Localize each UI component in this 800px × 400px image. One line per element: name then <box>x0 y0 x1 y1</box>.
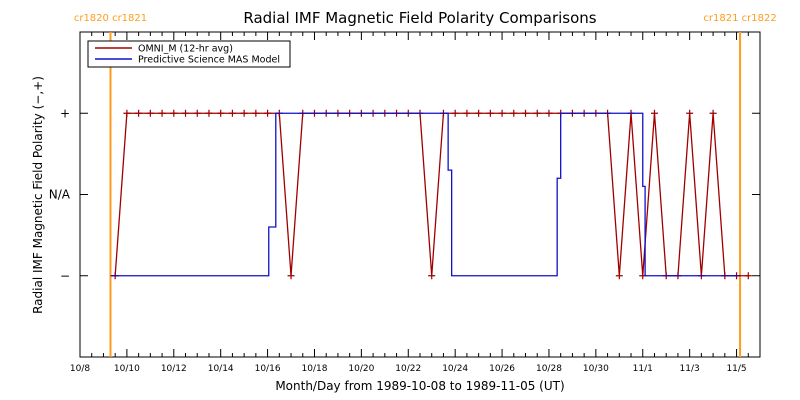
carrington-markers: cr1820 cr1821 cr1821 cr1822 <box>74 13 777 357</box>
omni-data-point <box>744 272 752 280</box>
omni-data-point <box>463 109 471 117</box>
omni-data-point <box>158 109 166 117</box>
omni-data-point <box>205 109 213 117</box>
omni-data-point <box>252 109 260 117</box>
omni-data-point <box>287 272 295 280</box>
omni-data-point <box>146 109 154 117</box>
x-tick-label: 10/24 <box>442 364 468 374</box>
legend: OMNI_M (12-hr avg)Predictive Science MAS… <box>87 40 291 68</box>
omni-data-point <box>545 109 553 117</box>
omni-data-point <box>486 109 494 117</box>
x-axis-label: Month/Day from 1989-10-08 to 1989-11-05 … <box>275 379 564 393</box>
carrington-label: cr1820 cr1821 <box>74 13 147 24</box>
omni-data-point <box>709 109 717 117</box>
y-axis-label: Radial IMF Magnetic Field Polarity (−,+) <box>31 76 45 314</box>
omni-data-point <box>135 109 143 117</box>
omni-data-point <box>240 109 248 117</box>
omni-data-point <box>228 109 236 117</box>
x-tick-label: 10/20 <box>348 364 374 374</box>
omni-data-point <box>510 109 518 117</box>
omni-data-point <box>170 109 178 117</box>
y-tick-label: + <box>60 106 70 120</box>
x-tick-label: 10/22 <box>395 364 421 374</box>
x-tick-label: 10/30 <box>583 364 609 374</box>
omni-data-point <box>217 109 225 117</box>
x-tick-label: 10/8 <box>70 364 90 374</box>
series-group <box>110 109 752 280</box>
omni-data-point <box>686 109 694 117</box>
legend-label: Predictive Science MAS Model <box>138 55 280 66</box>
omni-data-point <box>182 109 190 117</box>
legend-label: OMNI_M (12-hr avg) <box>138 44 233 55</box>
x-tick-label: 10/10 <box>114 364 140 374</box>
omni-data-point <box>522 109 530 117</box>
omni-data-point <box>193 109 201 117</box>
omni-data-point <box>498 109 506 117</box>
axes: 10/8 10/10 10/12 10/14 10/16 10/18 10/20 10/22 1… <box>49 32 761 374</box>
x-tick-label: 11/3 <box>680 364 700 374</box>
mas-series-line <box>110 112 741 277</box>
chart-title: Radial IMF Magnetic Field Polarity Compa… <box>243 9 596 27</box>
omni-data-point <box>264 109 272 117</box>
legend-box <box>87 40 291 68</box>
x-tick-label: 10/14 <box>208 364 234 374</box>
omni-data-point <box>650 109 658 117</box>
omni-data-point <box>475 109 483 117</box>
omni-data-point <box>451 109 459 117</box>
x-tick-label: 10/18 <box>302 364 328 374</box>
y-tick-label: − <box>60 269 70 283</box>
carrington-label: cr1821 cr1822 <box>703 13 776 24</box>
y-tick-label: N/A <box>49 188 71 202</box>
x-tick-label: 11/1 <box>633 364 653 374</box>
x-tick-label: 10/26 <box>489 364 515 374</box>
x-tick-label: 10/16 <box>255 364 281 374</box>
x-tick-label: 11/5 <box>726 364 746 374</box>
omni-data-point <box>533 109 541 117</box>
omni-data-point <box>428 272 436 280</box>
x-tick-label: 10/28 <box>536 364 562 374</box>
x-tick-label: 10/12 <box>161 364 187 374</box>
omni-data-point <box>123 109 131 117</box>
omni-data-point <box>615 272 623 280</box>
